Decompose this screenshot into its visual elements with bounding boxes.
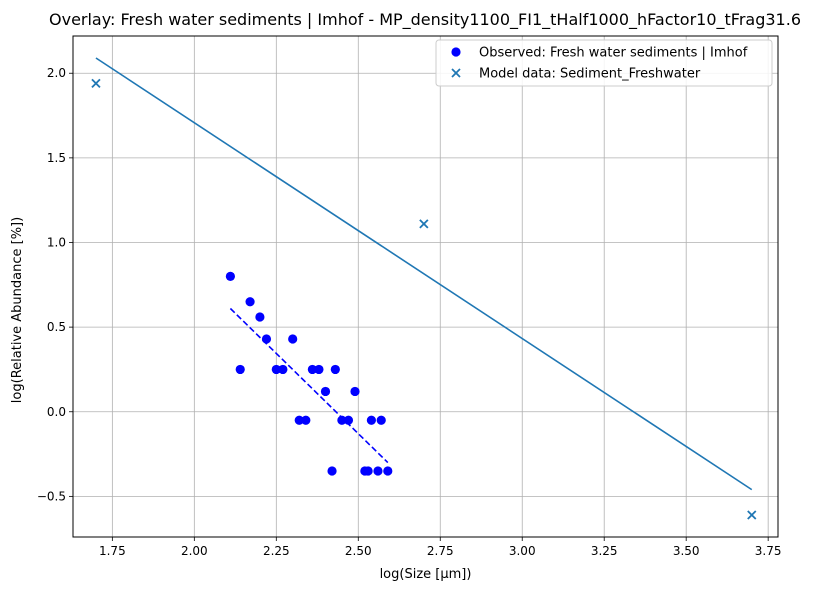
observed-point bbox=[301, 415, 311, 425]
x-tick-label: 3.50 bbox=[673, 544, 700, 558]
observed-point bbox=[314, 364, 324, 375]
observed-point bbox=[225, 271, 235, 281]
legend-marker-observed bbox=[451, 47, 461, 57]
fit-lines bbox=[95, 57, 753, 491]
x-tick-label: 2.75 bbox=[427, 544, 454, 558]
y-tick-label: 0.5 bbox=[47, 320, 66, 334]
observed-point bbox=[271, 364, 281, 375]
x-tick-label: 2.00 bbox=[181, 544, 208, 558]
legend-marker-model bbox=[451, 68, 461, 78]
observed-point bbox=[376, 415, 386, 425]
legend-label: Model data: Sediment_Freshwater bbox=[479, 67, 701, 82]
model-point bbox=[91, 78, 101, 89]
observed-point bbox=[294, 415, 304, 425]
axis-ticks: 1.75 2.00 2.25 2.50 2.75 3.00 3.25 3.50 3.75 −0.5… bbox=[37, 66, 782, 558]
observed-point bbox=[320, 386, 331, 397]
observed-point bbox=[363, 466, 373, 476]
x-tick-label: 2.25 bbox=[263, 544, 290, 558]
y-tick-label: 0.0 bbox=[47, 405, 66, 419]
observed-point bbox=[245, 297, 255, 307]
x-tick-label: 3.00 bbox=[509, 544, 536, 558]
grid bbox=[73, 36, 778, 537]
legend-label: Observed: Fresh water sediments | Imhof bbox=[479, 46, 748, 61]
data-points bbox=[91, 78, 757, 520]
observed-point bbox=[383, 466, 393, 476]
x-tick-label: 3.25 bbox=[591, 544, 618, 558]
observed-point bbox=[343, 415, 354, 425]
observed-point bbox=[350, 386, 360, 397]
legend: Observed: Fresh water sediments | Imhof M… bbox=[435, 39, 773, 87]
observed-point bbox=[288, 334, 298, 344]
observed-point bbox=[330, 364, 340, 375]
legend-box bbox=[435, 39, 773, 87]
model-trend-line bbox=[95, 57, 753, 491]
chart-title: Overlay: Fresh water sediments | Imhof -… bbox=[49, 10, 801, 30]
x-axis-label: log(Size [µm]) bbox=[380, 567, 472, 582]
model-point bbox=[419, 219, 429, 229]
observed-point bbox=[278, 364, 288, 375]
y-tick-label: 2.0 bbox=[47, 66, 66, 80]
model-point bbox=[747, 510, 757, 520]
observed-point bbox=[366, 415, 376, 425]
observed-point bbox=[373, 466, 383, 476]
observed-point bbox=[307, 364, 317, 375]
observed-trend-line bbox=[229, 307, 389, 464]
observed-point bbox=[337, 415, 347, 425]
observed-point bbox=[235, 364, 245, 375]
axes-frame bbox=[72, 35, 779, 538]
observed-point bbox=[261, 334, 272, 344]
y-tick-label: −0.5 bbox=[37, 489, 66, 503]
x-tick-label: 1.75 bbox=[99, 544, 126, 558]
y-tick-label: 1.0 bbox=[47, 235, 66, 249]
y-tick-label: 1.5 bbox=[47, 151, 66, 165]
y-axis-label: log(Relative Abundance [%]) bbox=[10, 217, 25, 403]
observed-point bbox=[327, 466, 337, 476]
x-tick-label: 2.50 bbox=[345, 544, 372, 558]
x-tick-label: 3.75 bbox=[755, 544, 782, 558]
observed-point bbox=[255, 312, 265, 322]
